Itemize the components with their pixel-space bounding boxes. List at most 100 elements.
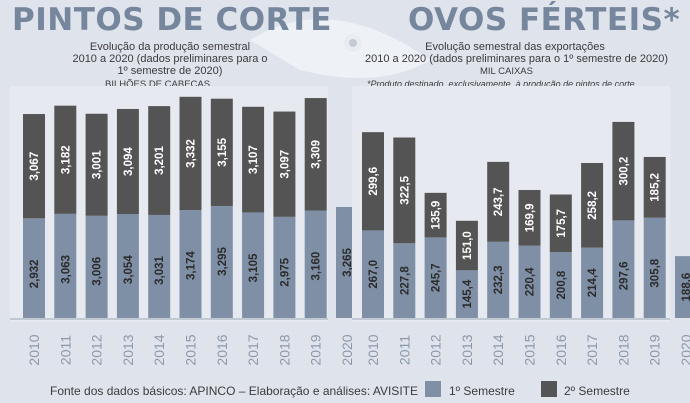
value-label-first-semester: 232,3 — [493, 266, 505, 295]
right-chart-subtitle: Evolução semestral das exportações 2010 … — [365, 41, 669, 65]
year-tick-label: 2015 — [183, 334, 199, 365]
year-tick-label: 2017 — [584, 334, 600, 365]
value-label-first-semester: 3,265 — [342, 247, 354, 276]
year-tick-label: 2012 — [89, 334, 105, 365]
bar-second-semester — [487, 161, 510, 242]
value-label-second-semester: 3,001 — [92, 150, 104, 179]
value-label-first-semester: 3,295 — [217, 246, 229, 275]
bar-first-semester — [148, 214, 171, 318]
value-label-first-semester: 200,8 — [556, 270, 568, 299]
bar-first-semester — [54, 213, 77, 318]
value-label-first-semester: 3,174 — [186, 251, 198, 280]
value-label-first-semester: 3,031 — [154, 255, 166, 284]
bar-first-semester — [362, 230, 384, 318]
value-label-first-semester: 220,4 — [525, 267, 537, 296]
value-label-first-semester: 297,6 — [618, 261, 630, 290]
left-subtitle-line-1: Evolução da produção semestral — [89, 41, 251, 53]
bar-first-semester — [549, 252, 572, 318]
value-label-first-semester: 188,6 — [681, 273, 690, 302]
bar-second-semester — [455, 220, 478, 271]
value-label-second-semester: 3,097 — [279, 150, 291, 179]
decorative-shape — [250, 19, 430, 78]
value-label-second-semester: 169,9 — [525, 203, 537, 232]
bar-second-semester — [612, 121, 635, 221]
bar-second-semester — [148, 106, 171, 215]
left-chart-subtitle: Evolução da produção semestral 2010 a 20… — [60, 41, 280, 77]
value-label-second-semester: 3,201 — [154, 146, 166, 175]
value-label-second-semester: 3,182 — [60, 145, 72, 174]
value-label-first-semester: 305,8 — [650, 258, 662, 287]
decorative-pupil — [349, 39, 357, 47]
left-subtitle-line-2: 2010 a 2020 (dados preliminares para o — [72, 53, 268, 65]
value-label-first-semester: 245,7 — [431, 263, 443, 292]
bar-first-semester — [581, 247, 604, 318]
bar-first-semester — [518, 245, 541, 318]
bar-first-semester — [675, 256, 690, 318]
bar-first-semester — [85, 215, 108, 318]
year-tick-label: 2010 — [26, 334, 42, 365]
value-label-first-semester: 3,054 — [123, 255, 135, 284]
value-label-second-semester: 185,2 — [650, 173, 662, 202]
year-tick-label: 2013 — [459, 334, 475, 365]
value-label-first-semester: 3,160 — [311, 252, 323, 281]
bar-first-semester — [242, 212, 265, 318]
value-label-first-semester: 2,932 — [29, 259, 41, 288]
year-tick-label: 2016 — [553, 334, 569, 365]
value-label-second-semester: 258,2 — [587, 191, 599, 220]
value-label-second-semester: 3,107 — [248, 145, 260, 174]
bar-second-semester — [116, 108, 139, 215]
year-tick-label: 2014 — [490, 334, 506, 365]
right-subtitle-line-2: 2010 a 2020 (dados preliminares para o 1… — [365, 53, 669, 65]
year-tick-label: 2018 — [615, 334, 631, 365]
year-tick-label: 2011 — [57, 335, 73, 365]
source-footer: Fonte dos dados básicos: APINCO – Elabor… — [50, 384, 418, 398]
bar-first-semester — [23, 218, 45, 318]
value-label-first-semester: 267,0 — [368, 260, 380, 289]
bar-second-semester — [85, 113, 108, 216]
year-tick-label: 2020 — [678, 334, 690, 365]
bar-second-semester — [643, 156, 666, 218]
right-subtitle-line-1: Evolução semestral das exportações — [425, 41, 605, 53]
bar-first-semester — [487, 241, 510, 318]
left-chart-unit: BILHÕES DE CABEÇAS — [105, 79, 211, 90]
value-label-second-semester: 3,067 — [29, 152, 41, 181]
legend-label-first-semester: 1º Semestre — [449, 384, 515, 398]
value-label-first-semester: 145,4 — [462, 279, 474, 308]
year-tick-label: 2012 — [428, 334, 444, 365]
right-chart-unit: MIL CAIXAS — [480, 66, 533, 77]
value-label-first-semester: 3,105 — [248, 253, 260, 282]
bar-second-semester — [54, 105, 77, 214]
year-tick-label: 2018 — [276, 334, 292, 365]
legend-swatch-second-semester — [541, 381, 557, 397]
bar-second-semester — [424, 192, 447, 238]
value-label-first-semester: 227,8 — [399, 266, 411, 295]
bar-second-semester — [518, 189, 541, 246]
year-tick-label: 2015 — [522, 334, 538, 365]
bar-second-semester — [273, 111, 296, 217]
year-tick-label: 2016 — [214, 334, 230, 365]
value-label-second-semester: 243,7 — [493, 187, 505, 216]
year-tick-label: 2019 — [308, 334, 324, 365]
left-subtitle-line-3: 1º semestre de 2020) — [117, 65, 223, 77]
year-tick-label: 2011 — [396, 335, 412, 365]
year-tick-label: 2013 — [120, 334, 136, 365]
value-label-second-semester: 3,309 — [311, 140, 323, 169]
chart-pintos: 3,067 2,932 2010 3,182 3,063 2011 3,001 3,006 20… — [10, 86, 358, 366]
year-tick-label: 2019 — [647, 334, 663, 365]
year-tick-label: 2014 — [151, 334, 167, 365]
bar-first-semester — [304, 210, 327, 318]
year-tick-label: 2017 — [245, 334, 261, 365]
bar-second-semester — [393, 137, 416, 244]
year-tick-label: 2010 — [365, 334, 381, 365]
value-label-second-semester: 151,0 — [462, 231, 474, 260]
bar-first-semester — [179, 210, 202, 318]
bar-first-semester — [424, 237, 447, 318]
bar-first-semester — [210, 205, 233, 318]
bar-first-semester — [393, 243, 416, 318]
value-label-second-semester: 299,6 — [368, 167, 380, 196]
value-label-second-semester: 175,7 — [556, 209, 568, 238]
value-label-second-semester: 135,9 — [431, 201, 443, 230]
right-chart-title: OVOS FÉRTEIS* — [408, 2, 681, 38]
value-label-first-semester: 214,4 — [587, 268, 599, 297]
bar-second-semester — [581, 162, 604, 248]
